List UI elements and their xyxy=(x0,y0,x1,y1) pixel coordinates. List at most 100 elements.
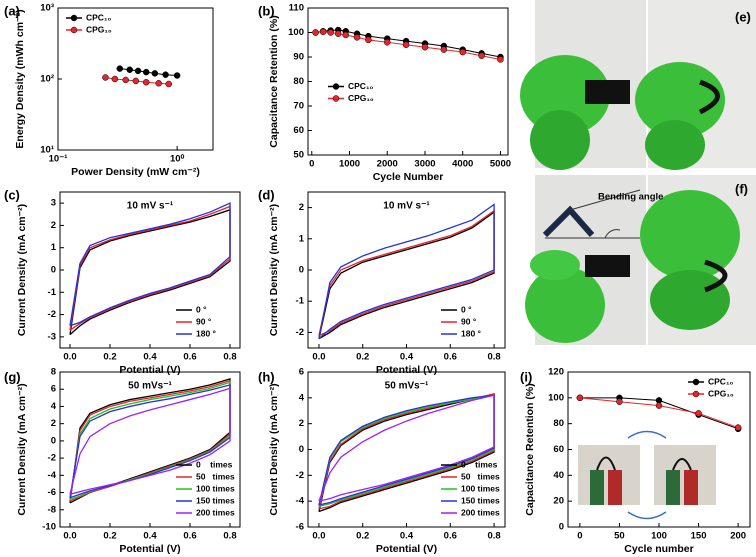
y-tick-label: -2 xyxy=(296,470,304,481)
y-axis-label: Current Density (mA cm⁻²) xyxy=(16,204,28,336)
y-tick-label: 60 xyxy=(293,125,304,136)
annotation: Bending angle xyxy=(598,192,663,203)
y-tick-label: 8 xyxy=(51,367,56,378)
x-tick-label: 0.2 xyxy=(103,352,116,363)
y-tick-label: 80 xyxy=(293,76,304,87)
data-point xyxy=(334,30,342,37)
x-tick-label: 0.8 xyxy=(487,352,500,363)
x-tick-label: 0.8 xyxy=(487,531,500,542)
annotation: 50 mVs⁻¹ xyxy=(128,381,172,392)
data-point xyxy=(111,75,119,83)
y-tick-label: 70 xyxy=(293,101,304,112)
y-tick-label: -1 xyxy=(296,296,305,307)
panel-label: (a) xyxy=(4,3,20,18)
x-tick-label: 0 xyxy=(577,531,582,542)
y-tick-label: 0 xyxy=(51,265,56,276)
x-axis-label: Potential (V) xyxy=(119,364,180,376)
legend-label: 0 times xyxy=(461,459,498,469)
y-tick-label: 60 xyxy=(553,444,564,455)
x-axis-label: Potential (V) xyxy=(119,543,180,555)
y-tick-label: 40 xyxy=(553,470,564,481)
x-tick-label: 0.8 xyxy=(223,352,236,363)
x-tick-label: 3000 xyxy=(414,159,435,170)
y-tick-label: -2 xyxy=(48,309,56,320)
data-point xyxy=(155,80,162,87)
legend-marker xyxy=(692,390,700,398)
legend-label: CPG₁₀ xyxy=(708,388,734,398)
legend-label: CPC₁₀ xyxy=(348,81,373,91)
legend-marker xyxy=(692,378,700,386)
panel-label: (e) xyxy=(735,9,751,24)
data-point xyxy=(142,78,150,86)
x-tick-label: 200 xyxy=(730,531,746,542)
legend-marker xyxy=(70,26,78,34)
photo-e: (e) xyxy=(520,0,756,170)
data-point xyxy=(478,52,485,60)
data-point xyxy=(126,66,133,73)
data-point xyxy=(655,402,663,409)
series-line xyxy=(69,202,231,327)
y-tick-label: -4 xyxy=(48,470,57,481)
x-tick-label: 0.2 xyxy=(356,531,369,542)
y-tick-label: 2 xyxy=(51,418,56,429)
y-tick-label: 6 xyxy=(299,367,304,378)
y-tick-label: 110 xyxy=(289,3,304,14)
y-tick-label: 10³ xyxy=(40,3,54,14)
x-tick-label: 0.0 xyxy=(312,352,325,363)
data-point xyxy=(695,410,702,417)
y-tick-label: 1 xyxy=(299,233,305,244)
chart: 10⁻¹ 10⁰ 10¹ 10² 10³ Power Density (mW cm⁻²) E… xyxy=(4,3,214,178)
data-point xyxy=(402,41,410,48)
legend-label: 200 times xyxy=(461,507,500,517)
data-point xyxy=(319,28,327,36)
x-tick-label: 2000 xyxy=(377,159,398,170)
y-tick-label: 80 xyxy=(553,418,564,429)
y-tick-label: 100 xyxy=(288,27,304,38)
x-axis-label: Cycle Number xyxy=(373,171,444,183)
panel-label: (d) xyxy=(258,187,275,202)
legend-label: CPC₁₀ xyxy=(86,12,111,22)
y-tick-label: 120 xyxy=(548,367,564,378)
x-tick-label: 0 xyxy=(309,159,314,170)
y-tick-label: 1 xyxy=(51,242,57,253)
data-point xyxy=(440,46,448,53)
x-tick-label: 50 xyxy=(614,531,625,542)
y-tick-label: 3 xyxy=(51,198,56,209)
legend-marker xyxy=(332,95,340,102)
y-tick-label: 0 xyxy=(559,522,564,533)
data-point xyxy=(173,72,181,79)
x-tick-label: 0.6 xyxy=(183,531,196,542)
x-tick-label: 0.0 xyxy=(63,531,76,542)
x-axis-label: Cycle number xyxy=(624,543,693,555)
x-tick-label: 10⁻¹ xyxy=(49,154,68,165)
y-tick-label: 6 xyxy=(51,384,56,395)
legend-label: 0 ° xyxy=(461,304,472,314)
data-point xyxy=(116,65,124,72)
data-point xyxy=(383,39,391,46)
y-tick-label: -6 xyxy=(48,487,56,498)
y-tick-label: 90 xyxy=(293,52,304,63)
y-axis-label: Capacitance Retention (%) xyxy=(524,383,536,515)
y-tick-label: 4 xyxy=(299,392,305,403)
y-tick-label: -1 xyxy=(48,287,57,298)
x-tick-label: 0.4 xyxy=(400,531,414,542)
chart: 0 1000 2000 3000 4000 5000 50 60 70 80 90 100 110 Cyc… xyxy=(258,3,511,183)
data-point xyxy=(459,48,466,56)
chart: 0.0 0.2 0.4 0.6 0.8 -10 -8 -6 -4 -2 0 2 4 6 8 Potential… xyxy=(4,367,241,555)
series-line xyxy=(318,394,495,502)
y-tick-label: 0 xyxy=(299,265,304,276)
data-point xyxy=(102,74,109,81)
legend-label: 150 times xyxy=(196,495,235,505)
legend-label: 100 times xyxy=(196,483,235,493)
x-tick-label: 100 xyxy=(651,531,667,542)
legend-label: 100 times xyxy=(461,483,500,493)
y-tick-label: -8 xyxy=(48,504,56,515)
y-tick-label: 2 xyxy=(299,202,304,213)
data-point xyxy=(132,77,140,85)
x-tick-label: 0.6 xyxy=(183,352,196,363)
y-axis-label: Energy Density (mWh cm⁻²) xyxy=(14,9,26,148)
x-tick-label: 4000 xyxy=(452,159,473,170)
data-point xyxy=(162,71,169,78)
chart: 0 50 100 150 200 0 20 40 60 80 100 120 Cycle number C… xyxy=(520,367,751,555)
